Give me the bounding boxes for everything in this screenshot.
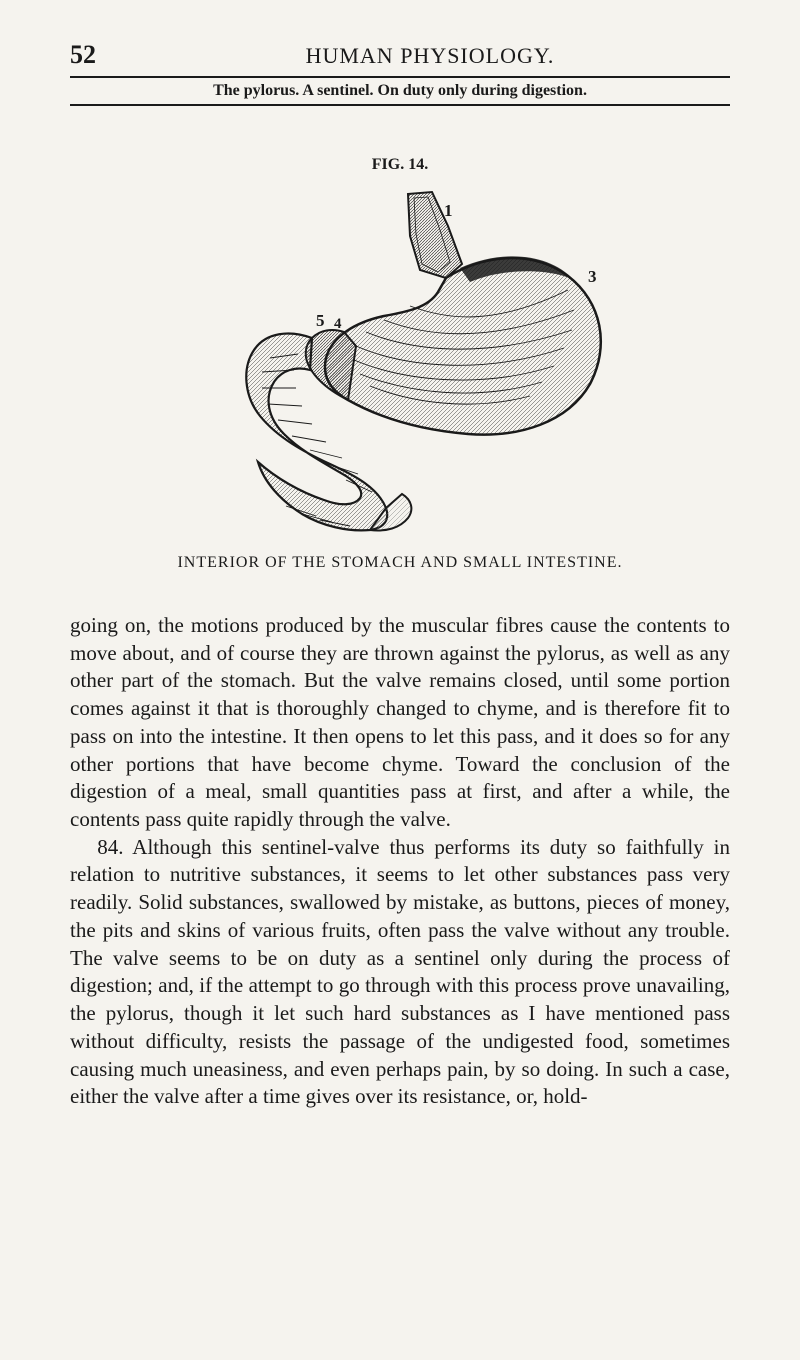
paragraph-1: going on, the motions produced by the mu… bbox=[70, 612, 730, 834]
rule-under-subtitle bbox=[70, 104, 730, 106]
running-title: HUMAN PHYSIOLOGY. bbox=[130, 43, 730, 69]
figure-label: FIG. 14. bbox=[70, 156, 730, 174]
rule-top bbox=[70, 76, 730, 78]
page-number: 52 bbox=[70, 40, 130, 70]
page-subtitle: The pylorus. A sentinel. On duty only du… bbox=[70, 82, 730, 100]
paragraph-2: 84. Although this sentinel-valve thus pe… bbox=[70, 834, 730, 1111]
stomach-engraving-svg: 1 3 5 4 6 bbox=[170, 186, 630, 536]
figure-annotation-3: 3 bbox=[588, 267, 597, 286]
figure-annotation-1: 1 bbox=[444, 201, 453, 220]
body-text: going on, the motions produced by the mu… bbox=[70, 612, 730, 1111]
figure-annotation-5: 5 bbox=[316, 311, 325, 330]
figure-stomach: 1 3 5 4 6 bbox=[70, 186, 730, 536]
figure-annotation-4: 4 bbox=[334, 316, 342, 332]
figure-annotation-6: 6 bbox=[314, 405, 322, 422]
figure-caption: INTERIOR OF THE STOMACH AND SMALL INTEST… bbox=[70, 554, 730, 572]
